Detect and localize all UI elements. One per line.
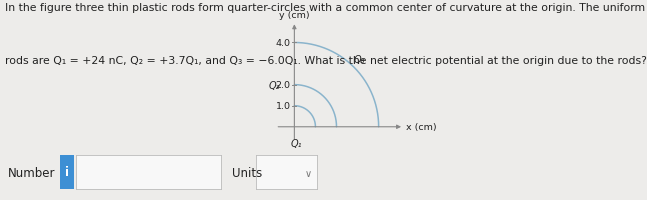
Text: 2.0: 2.0 [276, 81, 291, 90]
Text: 1.0: 1.0 [276, 102, 291, 111]
Text: Q₁: Q₁ [291, 139, 302, 149]
Text: Q₂: Q₂ [269, 80, 280, 90]
Text: ∨: ∨ [304, 168, 311, 178]
Text: 4.0: 4.0 [276, 39, 291, 48]
Text: Units: Units [232, 167, 262, 179]
Text: rods are Q₁ = +24 nC, Q₂ = +3.7Q₁, and Q₃ = −6.0Q₁. What is the net electric pot: rods are Q₁ = +24 nC, Q₂ = +3.7Q₁, and Q… [5, 56, 646, 66]
Text: In the figure three thin plastic rods form quarter-circles with a common center : In the figure three thin plastic rods fo… [5, 3, 647, 13]
Text: Number: Number [8, 167, 55, 179]
Text: x (cm): x (cm) [406, 123, 436, 132]
Text: i: i [65, 166, 69, 178]
Text: Q₃: Q₃ [354, 55, 366, 65]
Text: y (cm): y (cm) [279, 11, 310, 20]
